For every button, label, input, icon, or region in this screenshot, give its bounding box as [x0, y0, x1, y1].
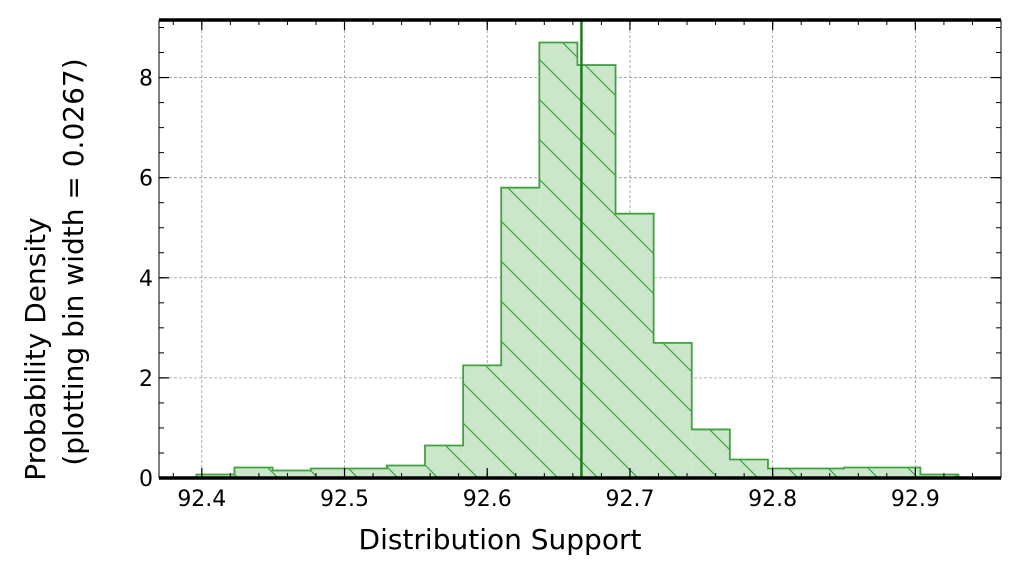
tick-labels: 92.4 92.5 92.6 92.7 92.8 92.9 0 2 4 6 8	[139, 67, 940, 512]
histogram-bar-12	[653, 342, 692, 478]
histogram-bar-5	[386, 465, 426, 478]
histogram-bar-8	[501, 187, 540, 478]
y-tick-label-4: 8	[139, 67, 153, 92]
histogram-bar-17	[844, 467, 883, 478]
histogram-bar-2	[272, 470, 311, 478]
histogram-bar-15	[767, 468, 807, 478]
y-axis-label-line1: Probability Density	[19, 217, 52, 480]
x-tick-label-1: 92.5	[320, 487, 369, 512]
axes-frame	[158, 18, 1002, 480]
x-axis-label: Distribution Support	[359, 523, 642, 556]
y-tick-label-2: 4	[139, 267, 153, 292]
x-tick-label-0: 92.4	[177, 487, 226, 512]
histogram-bar-6	[425, 445, 464, 478]
histogram-bar-10	[577, 65, 616, 478]
outline-layer	[195, 41, 960, 478]
bars-layer	[196, 42, 959, 478]
histogram-bar-19	[920, 474, 959, 478]
histogram-bar-16	[806, 468, 845, 478]
x-tick-label-4: 92.8	[748, 487, 797, 512]
histogram-bar-0	[196, 474, 235, 478]
x-tick-label-2: 92.6	[463, 487, 512, 512]
histogram-bar-1	[234, 467, 273, 478]
y-tick-label-1: 2	[139, 367, 153, 392]
histogram-bar-13	[691, 429, 730, 478]
histogram-bar-9	[539, 42, 578, 478]
x-tick-label-3: 92.7	[605, 487, 654, 512]
histogram-bar-4	[348, 468, 387, 478]
y-tick-label-3: 6	[139, 167, 153, 192]
y-axis-label-line2: (plotting bin width = 0.0267)	[57, 58, 90, 465]
histogram-outline	[195, 41, 960, 478]
y-tick-label-0: 0	[139, 467, 153, 492]
histogram-bar-14	[729, 459, 768, 478]
histogram-bar-18	[882, 467, 921, 478]
histogram-bar-3	[310, 468, 349, 478]
x-tick-label-5: 92.9	[891, 487, 940, 512]
histogram-bar-11	[615, 213, 654, 478]
histogram-bar-7	[463, 365, 502, 478]
